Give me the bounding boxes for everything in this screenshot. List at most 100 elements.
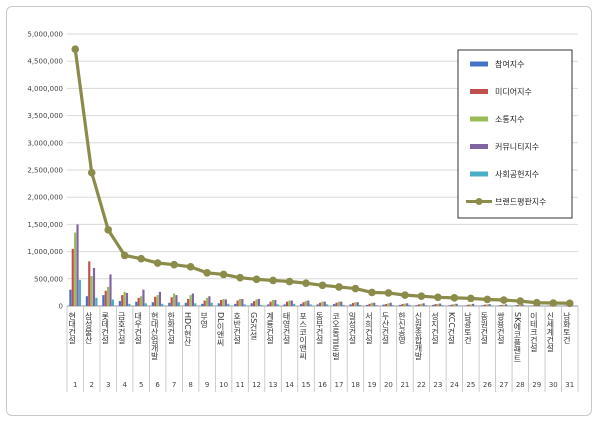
bar: [439, 303, 442, 306]
bar: [408, 304, 411, 306]
category-label: 금호건설: [117, 312, 126, 344]
bar: [326, 304, 329, 306]
y-tick-label: 2,500,000: [27, 167, 63, 175]
category-index: 3: [106, 381, 110, 389]
bar: [194, 303, 197, 306]
bar: [128, 303, 131, 306]
line-point: [186, 263, 195, 271]
bar: [389, 302, 392, 306]
category-label: 남광토건: [463, 312, 472, 344]
line-point: [104, 226, 113, 234]
category-index: 28: [516, 381, 525, 389]
bar: [172, 293, 176, 306]
bar: [422, 303, 425, 306]
bar: [109, 274, 112, 306]
bar: [382, 304, 385, 306]
legend-label: 참여지수: [495, 59, 524, 69]
bar: [250, 303, 253, 306]
category-label: 계룡건설: [266, 311, 275, 344]
bar: [441, 305, 444, 306]
y-tick-label: 5,000,000: [27, 31, 63, 39]
category-label: 코오롱글로벌: [331, 312, 340, 360]
bar: [269, 301, 272, 306]
bar: [74, 232, 77, 306]
category-index: 16: [318, 381, 327, 389]
category-index: 24: [450, 381, 459, 389]
category-index: 29: [532, 381, 541, 389]
y-tick-label: 4,000,000: [27, 85, 63, 93]
bar: [481, 305, 484, 306]
bar: [333, 304, 336, 306]
category-index: 1: [73, 381, 77, 389]
category-label: 동원건설: [480, 312, 489, 344]
category-index: 10: [219, 381, 228, 389]
bar: [337, 301, 340, 306]
bar: [123, 291, 126, 306]
bar: [521, 304, 524, 306]
bar: [436, 303, 439, 306]
bar: [321, 301, 324, 306]
category-label: KCC건설: [447, 312, 456, 344]
bar: [253, 301, 256, 306]
category-index: 21: [400, 381, 409, 389]
category-label: HDC현산: [183, 312, 192, 346]
bar: [210, 302, 213, 306]
category-label: 신세계건설: [546, 312, 555, 352]
bar: [168, 302, 171, 306]
bar: [497, 305, 501, 306]
line-point: [417, 292, 426, 301]
bar: [90, 276, 93, 306]
bar: [401, 304, 404, 306]
legend-label: 브랜드평판지수: [495, 197, 547, 207]
y-tick-label: 2,000,000: [27, 194, 63, 202]
category-label: 쌍용건설: [496, 311, 505, 344]
category-label: GS건설: [249, 312, 258, 339]
bar: [373, 302, 376, 306]
category-label: DL이앤씨: [216, 312, 225, 347]
category-index: 18: [351, 381, 360, 389]
line-point: [434, 293, 442, 302]
bar: [137, 297, 140, 306]
bar: [474, 305, 477, 306]
bar: [288, 300, 291, 306]
bar: [274, 300, 277, 306]
line-point: [549, 299, 558, 307]
category-index: 15: [302, 381, 311, 389]
bar: [483, 304, 486, 306]
bar: [243, 304, 246, 306]
bar: [271, 300, 275, 306]
category-label: 이테크건설: [529, 311, 538, 352]
bar: [290, 300, 293, 306]
category-index: 2: [89, 381, 93, 389]
line-point: [335, 283, 343, 291]
category-label: 성지건설: [430, 312, 439, 344]
line-point: [467, 294, 475, 303]
bar: [335, 302, 338, 306]
legend-label: 사회공헌지수: [495, 170, 539, 179]
line-point: [302, 279, 310, 287]
line-point: [170, 260, 178, 269]
line-point: [351, 284, 360, 293]
bar: [514, 305, 517, 306]
bar: [354, 302, 357, 306]
line-point: [137, 254, 145, 263]
bar: [453, 304, 456, 306]
bar: [398, 304, 402, 306]
category-index: 4: [122, 381, 127, 389]
bar: [260, 304, 263, 306]
bar: [359, 304, 362, 306]
y-tick-label: 1,500,000: [27, 221, 63, 229]
bar: [267, 304, 270, 306]
bar: [434, 304, 437, 306]
category-index: 12: [252, 381, 261, 389]
bar: [170, 297, 173, 306]
bar: [257, 298, 260, 306]
category-index: 27: [499, 381, 508, 389]
bar: [78, 279, 81, 306]
bar: [276, 304, 279, 306]
bar: [307, 300, 310, 306]
category-index: 11: [236, 381, 245, 389]
category-index: 20: [384, 381, 393, 389]
bar: [302, 302, 305, 306]
category-index: 25: [466, 381, 475, 389]
